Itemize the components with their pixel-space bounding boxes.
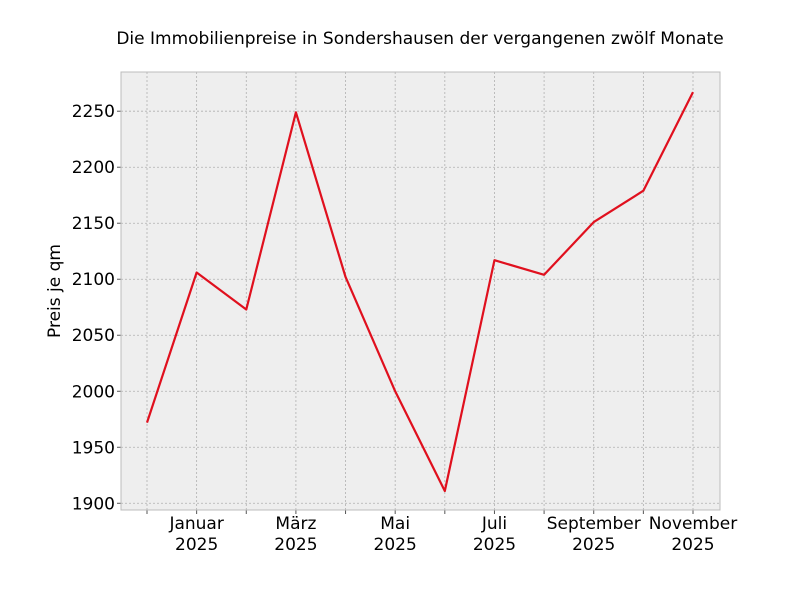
x-tick-label-month: Januar <box>168 514 223 534</box>
x-tick-label-month: Mai <box>380 514 410 534</box>
x-tick-label-year: 2025 <box>473 535 516 555</box>
x-tick-label-year: 2025 <box>274 535 317 555</box>
y-tick-label: 1950 <box>72 438 115 458</box>
y-tick-label: 1900 <box>72 494 115 514</box>
y-tick-label: 2000 <box>72 382 115 402</box>
y-tick-label: 2250 <box>72 102 115 122</box>
y-tick-label: 2150 <box>72 214 115 234</box>
x-tick-label-month: November <box>649 514 737 534</box>
x-tick-label-month: März <box>275 514 316 534</box>
x-tick-label-year: 2025 <box>175 535 218 555</box>
series-layer <box>145 91 694 493</box>
y-axis-label: Preis je qm <box>45 244 65 338</box>
x-tick-label-year: 2025 <box>671 535 714 555</box>
x-tick-label-month: September <box>547 514 641 534</box>
series-line <box>145 91 694 493</box>
x-tick-label-year: 2025 <box>572 535 615 555</box>
tick-layer: 19001950200020502100215022002250Januar20… <box>72 102 737 555</box>
y-tick-label: 2100 <box>72 270 115 290</box>
plot-frame <box>120 71 721 511</box>
x-tick-label-year: 2025 <box>374 535 417 555</box>
y-tick-label: 2200 <box>72 158 115 178</box>
grid-layer <box>121 72 720 510</box>
chart-title: Die Immobilienpreise in Sondershausen de… <box>116 29 723 49</box>
y-tick-label: 2050 <box>72 326 115 346</box>
x-tick-label-month: Juli <box>481 514 507 534</box>
